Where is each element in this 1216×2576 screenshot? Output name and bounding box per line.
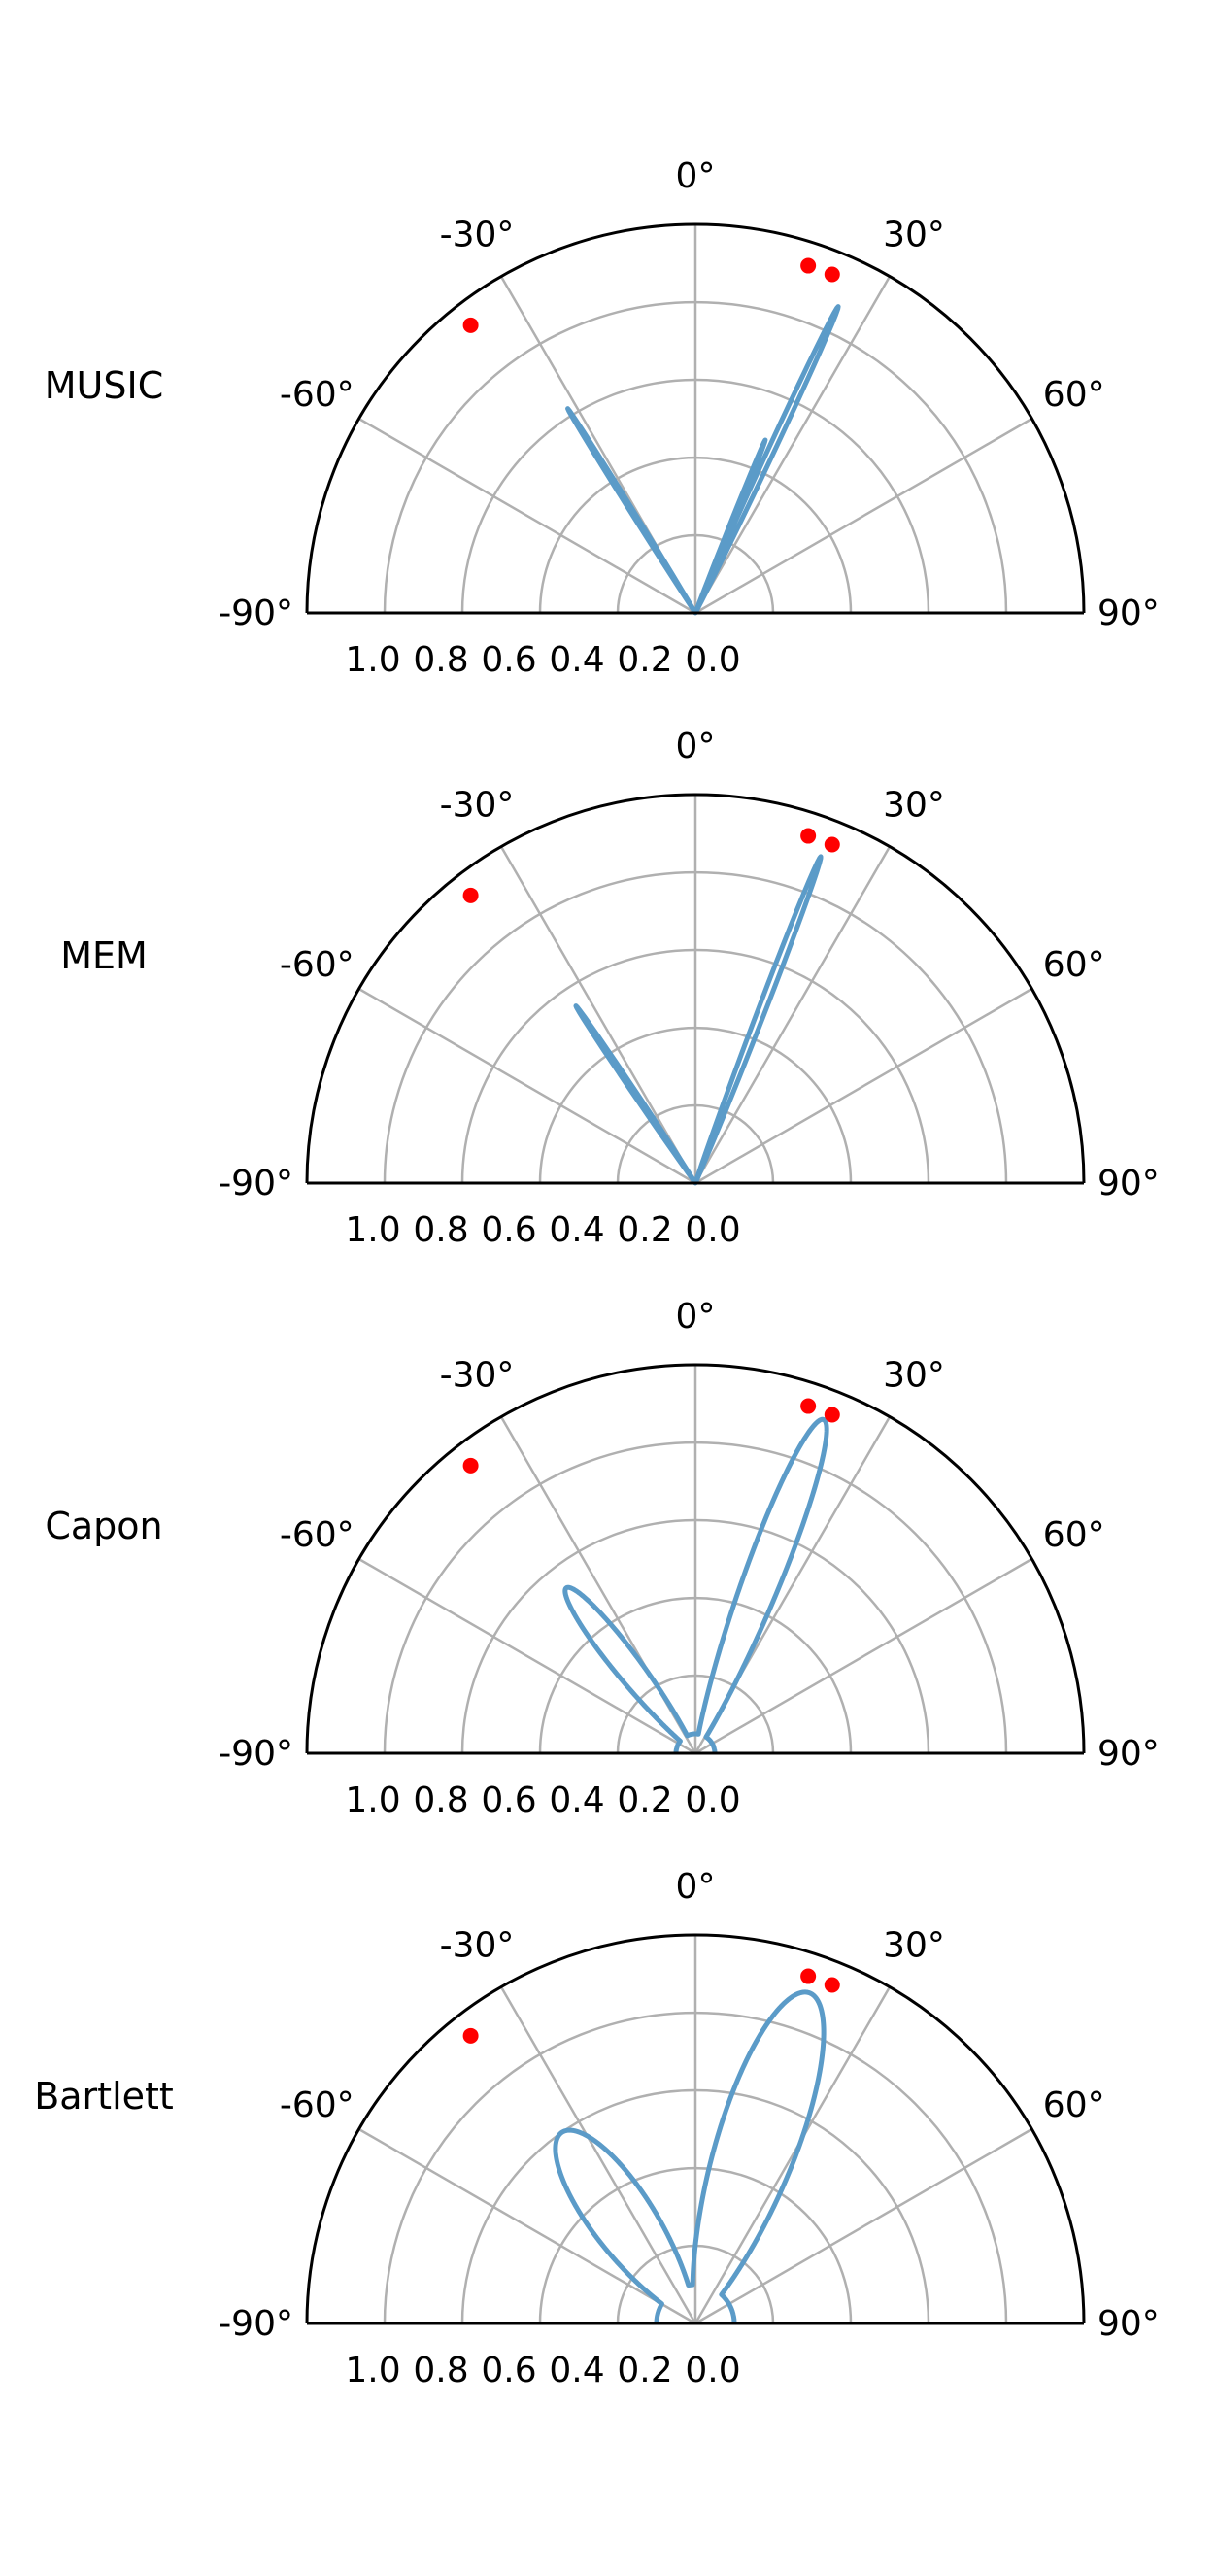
polar-frame — [305, 1363, 1086, 1754]
source-marker — [824, 836, 840, 853]
polar-panel-bartlett: -90° -60° -30° 0° 30° 60° 90° 1.0 0.8 0.6 0.4 0.2 0.… — [34, 1867, 1160, 2390]
row-label: MEM — [60, 934, 148, 977]
r-tick-label: 0.6 — [481, 2351, 536, 2390]
theta-tick-label: -60° — [280, 945, 355, 985]
theta-tick-label: 30° — [883, 215, 945, 254]
theta-tick-label: -90° — [219, 593, 293, 633]
r-tick-label: 0.0 — [685, 1780, 740, 1820]
source-marker — [800, 828, 817, 844]
theta-tick-label: 0° — [676, 727, 716, 766]
angular-gridline — [499, 1985, 697, 2324]
r-tick-label: 0.4 — [549, 640, 604, 680]
source-marker — [462, 1457, 479, 1474]
theta-tick-label: 90° — [1098, 1734, 1160, 1774]
angular-gridline — [357, 2127, 696, 2325]
theta-tick-label: 60° — [1043, 945, 1105, 985]
source-marker — [462, 887, 479, 903]
theta-tick-label: -60° — [280, 375, 355, 415]
r-tick-label: 0.0 — [685, 1210, 740, 1250]
r-tick-label: 0.8 — [413, 1210, 468, 1250]
r-tick-label: 0.6 — [481, 1210, 536, 1250]
r-tick-label: 1.0 — [345, 1780, 400, 1820]
r-tick-label: 0.8 — [413, 2351, 468, 2390]
r-tick-label: 1.0 — [345, 640, 400, 680]
r-tick-label: 1.0 — [345, 2351, 400, 2390]
r-tick-label: 0.4 — [549, 2351, 604, 2390]
source-marker — [824, 1407, 840, 1423]
polar-panel-music: -90° -60° -30° 0° 30° 60° 90° 1.0 0.8 0.6 0.4 0.2 0.… — [45, 156, 1160, 680]
angular-gridline — [693, 275, 892, 614]
theta-tick-label: 0° — [676, 156, 716, 196]
polar-frame — [305, 222, 1086, 614]
r-tick-label: 0.0 — [685, 2351, 740, 2390]
theta-tick-label: -90° — [219, 1734, 293, 1774]
r-tick-label: 0.2 — [617, 1780, 672, 1820]
r-tick-label: 1.0 — [345, 1210, 400, 1250]
r-tick-label: 0.6 — [481, 640, 536, 680]
theta-tick-label: -60° — [280, 1515, 355, 1555]
angular-gridline — [693, 1985, 892, 2324]
r-tick-label: 0.4 — [549, 1210, 604, 1250]
r-tick-label: 0.2 — [617, 2351, 672, 2390]
theta-tick-label: 0° — [676, 1867, 716, 1907]
r-tick-label: 0.2 — [617, 640, 672, 680]
theta-tick-label: -90° — [219, 1164, 293, 1203]
source-marker — [462, 2027, 479, 2044]
theta-tick-label: -30° — [440, 1925, 515, 1965]
source-marker — [800, 1968, 817, 1984]
theta-tick-label: 60° — [1043, 1515, 1105, 1555]
angular-gridline — [357, 417, 696, 615]
r-tick-label: 0.4 — [549, 1780, 604, 1820]
polar-panel-mem: -90° -60° -30° 0° 30° 60° 90° 1.0 0.8 0.6 0.4 0.2 0.… — [60, 727, 1160, 1250]
polar-panel-capon: -90° -60° -30° 0° 30° 60° 90° 1.0 0.8 0.6 0.4 0.2 0.… — [45, 1297, 1159, 1820]
r-tick-label: 0.8 — [413, 640, 468, 680]
spectrum-curve — [562, 1416, 829, 1756]
theta-tick-label: 30° — [883, 785, 945, 825]
angular-gridline — [694, 1557, 1033, 1755]
source-marker — [824, 266, 840, 283]
source-marker — [800, 257, 817, 274]
angular-gridline — [357, 1557, 696, 1755]
angular-gridline — [694, 417, 1033, 615]
angular-gridline — [499, 845, 697, 1184]
spectrum-curve — [553, 1989, 827, 2326]
source-marker — [800, 1398, 817, 1414]
angular-gridline — [694, 2127, 1033, 2325]
spectrum-curve — [565, 304, 841, 616]
r-tick-label: 0.6 — [481, 1780, 536, 1820]
theta-tick-label: 30° — [883, 1355, 945, 1395]
row-label: MUSIC — [45, 364, 163, 407]
row-label: Bartlett — [34, 2075, 174, 2118]
theta-tick-label: -30° — [440, 1355, 515, 1395]
polar-frame — [305, 1933, 1086, 2324]
theta-tick-label: -90° — [219, 2304, 293, 2344]
angular-gridline — [357, 987, 696, 1185]
angular-gridline — [694, 987, 1033, 1185]
theta-tick-label: 0° — [676, 1297, 716, 1337]
source-marker — [824, 1977, 840, 1993]
r-tick-label: 0.2 — [617, 1210, 672, 1250]
polar-frame — [305, 793, 1086, 1184]
theta-tick-label: 90° — [1098, 1164, 1160, 1203]
theta-tick-label: -60° — [280, 2085, 355, 2125]
theta-tick-label: 60° — [1043, 2085, 1105, 2125]
angular-gridline — [693, 845, 892, 1184]
theta-tick-label: 90° — [1098, 593, 1160, 633]
r-tick-label: 0.0 — [685, 640, 740, 680]
source-marker — [462, 317, 479, 333]
r-tick-label: 0.8 — [413, 1780, 468, 1820]
theta-tick-label: 30° — [883, 1925, 945, 1965]
theta-tick-label: 60° — [1043, 375, 1105, 415]
theta-tick-label: -30° — [440, 215, 515, 254]
row-label: Capon — [45, 1505, 162, 1547]
theta-tick-label: -30° — [440, 785, 515, 825]
theta-tick-label: 90° — [1098, 2304, 1160, 2344]
